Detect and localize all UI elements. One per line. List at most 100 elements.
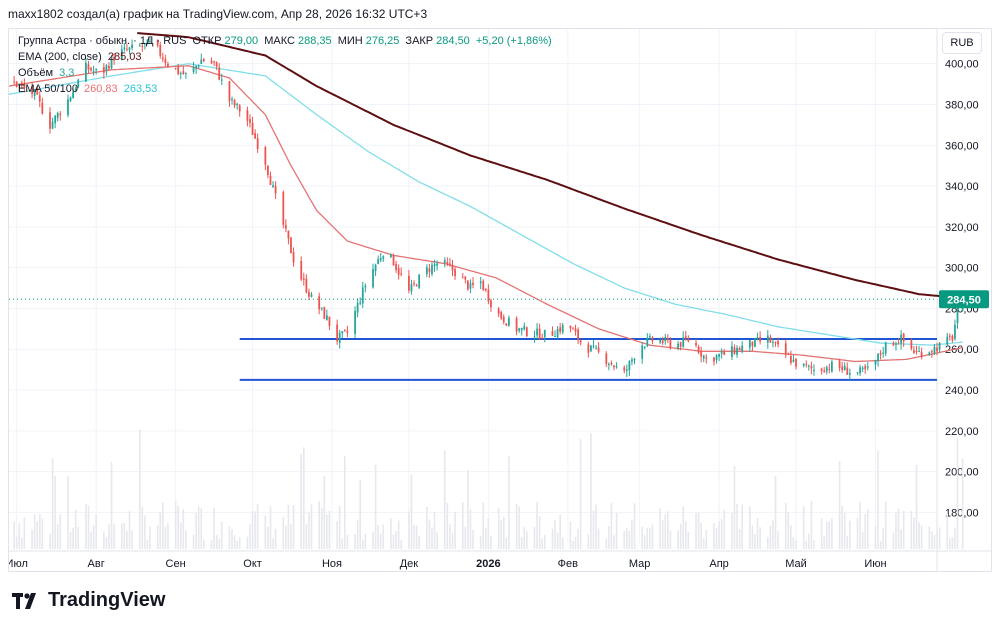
candle-body[interactable] xyxy=(264,147,267,165)
candle-body[interactable] xyxy=(15,81,18,87)
candle-body[interactable] xyxy=(164,58,167,63)
candle-body[interactable] xyxy=(874,360,877,365)
candle-body[interactable] xyxy=(554,335,556,337)
candle-body[interactable] xyxy=(913,350,915,353)
candle-body[interactable] xyxy=(705,357,708,359)
candle-body[interactable] xyxy=(85,62,87,82)
candle-body[interactable] xyxy=(738,347,741,351)
candle-body[interactable] xyxy=(431,264,433,275)
candle-body[interactable] xyxy=(454,269,456,276)
candle-body[interactable] xyxy=(110,56,113,69)
candle-body[interactable] xyxy=(623,367,626,371)
candle-body[interactable] xyxy=(256,138,259,150)
candle-body[interactable] xyxy=(464,276,467,280)
candle-body[interactable] xyxy=(956,307,959,324)
candle-body[interactable] xyxy=(766,335,769,343)
legend-symbol[interactable]: Группа Астра · обыкн. · 1Д · RUS xyxy=(18,35,187,47)
candle-body[interactable] xyxy=(615,365,618,368)
candle-body[interactable] xyxy=(820,368,823,371)
candle-body[interactable] xyxy=(443,260,446,263)
candle-body[interactable] xyxy=(866,366,869,368)
candle-body[interactable] xyxy=(702,355,705,359)
candle-body[interactable] xyxy=(161,57,164,60)
candle-body[interactable] xyxy=(213,61,215,63)
candle-body[interactable] xyxy=(156,39,159,46)
candle-body[interactable] xyxy=(877,353,879,362)
candle-body[interactable] xyxy=(525,327,528,337)
candle-body[interactable] xyxy=(143,42,146,45)
candle-body[interactable] xyxy=(200,59,203,65)
candle-body[interactable] xyxy=(31,86,33,94)
candle-body[interactable] xyxy=(664,337,667,342)
candle-body[interactable] xyxy=(364,285,367,288)
candle-body[interactable] xyxy=(20,82,23,85)
candle-body[interactable] xyxy=(825,367,828,372)
candle-body[interactable] xyxy=(41,102,44,114)
candle-body[interactable] xyxy=(149,40,151,42)
candle-body[interactable] xyxy=(856,372,859,374)
ema200-line[interactable] xyxy=(137,32,963,300)
legend-ema50-100-row[interactable]: EMA 50/100 260,83 263,53 xyxy=(18,81,555,97)
candle-body[interactable] xyxy=(325,315,328,320)
candle-body[interactable] xyxy=(569,325,572,329)
ema50-line[interactable] xyxy=(9,65,963,363)
candle-body[interactable] xyxy=(895,343,897,345)
candle-body[interactable] xyxy=(67,99,69,116)
candle-body[interactable] xyxy=(287,230,290,239)
candle-body[interactable] xyxy=(267,165,269,176)
candle-body[interactable] xyxy=(356,303,359,313)
candle-body[interactable] xyxy=(341,331,344,333)
candle-body[interactable] xyxy=(954,324,956,339)
candle-body[interactable] xyxy=(882,352,885,354)
candle-body[interactable] xyxy=(713,357,715,362)
candle-body[interactable] xyxy=(197,65,200,67)
candle-body[interactable] xyxy=(90,67,92,71)
candle-body[interactable] xyxy=(372,268,374,288)
candle-body[interactable] xyxy=(72,91,74,99)
candle-body[interactable] xyxy=(141,45,144,47)
candle-body[interactable] xyxy=(946,336,949,345)
candle-body[interactable] xyxy=(323,307,326,319)
candle-body[interactable] xyxy=(184,72,187,74)
candle-body[interactable] xyxy=(500,311,503,319)
candle-body[interactable] xyxy=(202,59,205,62)
candle-body[interactable] xyxy=(318,296,321,310)
candle-body[interactable] xyxy=(900,334,903,344)
candle-body[interactable] xyxy=(54,115,57,124)
candle-body[interactable] xyxy=(633,358,636,361)
candle-body[interactable] xyxy=(138,45,141,47)
candle-body[interactable] xyxy=(102,67,105,73)
candle-body[interactable] xyxy=(451,264,454,271)
candle-body[interactable] xyxy=(718,354,720,357)
candle-body[interactable] xyxy=(948,335,951,337)
candle-body[interactable] xyxy=(105,65,108,72)
candle-body[interactable] xyxy=(731,346,733,357)
candle-body[interactable] xyxy=(843,365,846,371)
candle-body[interactable] xyxy=(774,342,777,344)
candle-body[interactable] xyxy=(736,347,738,355)
legend-ema200-row[interactable]: EMA (200, close) 285,03 xyxy=(18,49,555,65)
candle-body[interactable] xyxy=(246,110,249,121)
candle-body[interactable] xyxy=(113,57,116,61)
candle-body[interactable] xyxy=(159,44,162,56)
candle-body[interactable] xyxy=(379,258,382,261)
candle-body[interactable] xyxy=(390,254,392,258)
candle-body[interactable] xyxy=(613,365,615,368)
currency-button[interactable]: RUB xyxy=(942,32,982,54)
candle-body[interactable] xyxy=(49,112,51,129)
candle-body[interactable] xyxy=(346,331,349,333)
candle-body[interactable] xyxy=(449,263,451,266)
candle-body[interactable] xyxy=(413,283,415,285)
candle-body[interactable] xyxy=(302,278,305,280)
candle-body[interactable] xyxy=(472,282,474,285)
candle-body[interactable] xyxy=(651,337,654,341)
candle-body[interactable] xyxy=(354,310,356,334)
candle-body[interactable] xyxy=(813,369,815,371)
candle-body[interactable] xyxy=(51,121,54,129)
candle-body[interactable] xyxy=(769,336,772,343)
candle-body[interactable] xyxy=(359,302,362,304)
candle-body[interactable] xyxy=(249,119,251,123)
candle-body[interactable] xyxy=(659,339,662,343)
candle-body[interactable] xyxy=(595,347,597,349)
candle-body[interactable] xyxy=(861,367,864,370)
